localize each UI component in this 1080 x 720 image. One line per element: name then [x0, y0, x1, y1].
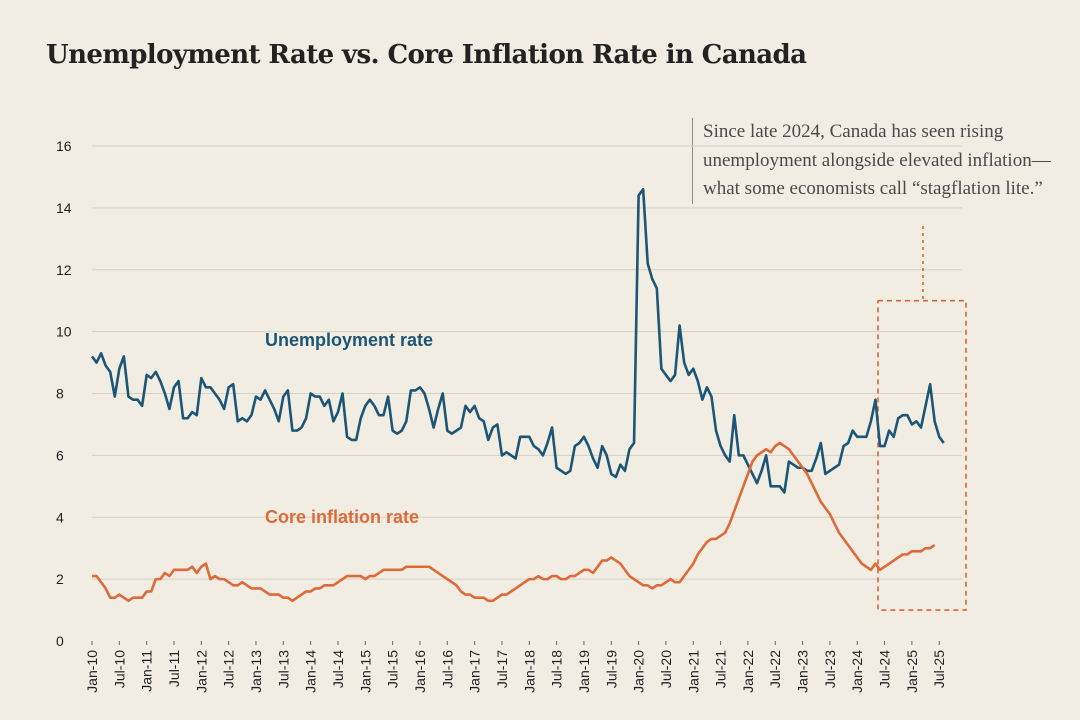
x-tick-label: Jan-18	[521, 650, 537, 693]
x-tick-label: Jul-20	[658, 650, 674, 688]
x-tick-label: Jul-10	[111, 650, 127, 688]
x-tick-label: Jul-14	[330, 650, 346, 688]
y-tick-label: 2	[56, 571, 64, 587]
y-axis-ticks: 0 2 4 6 8 10 12 14 16	[56, 138, 72, 649]
x-tick-label: Jul-22	[767, 650, 783, 688]
x-tick-label: Jan-13	[248, 650, 264, 693]
x-tick-label: Jul-18	[549, 650, 565, 688]
gridlines	[92, 145, 962, 580]
x-tick-label: Jan-24	[849, 650, 865, 693]
x-tick-label: Jul-23	[822, 650, 838, 688]
x-tick-label: Jul-12	[221, 650, 237, 688]
x-tick-label: Jan-20	[631, 650, 647, 693]
x-tick-label: Jan-22	[740, 650, 756, 693]
unemployment-series-label: Unemployment rate	[265, 330, 433, 350]
x-tick-label: Jan-11	[139, 650, 155, 692]
y-tick-label: 4	[56, 509, 64, 525]
x-tick-label: Jan-23	[795, 650, 811, 693]
y-tick-label: 14	[56, 200, 72, 216]
x-axis-ticks: Jan-10 Jul-10 Jan-11 Jul-11 Jan-12 Jul-12 Jan-…	[84, 641, 947, 693]
y-tick-label: 16	[56, 138, 72, 154]
y-tick-label: 12	[56, 262, 72, 278]
x-tick-label: Jan-25	[904, 650, 920, 693]
highlight-box	[877, 299, 967, 611]
x-tick-label: Jul-16	[439, 650, 455, 688]
x-tick-label: Jul-19	[603, 650, 619, 688]
x-tick-label: Jan-16	[412, 650, 428, 693]
x-tick-label: Jan-17	[467, 650, 483, 693]
annotation-note: Since late 2024, Canada has seen rising …	[692, 118, 1063, 204]
x-tick-label: Jan-10	[84, 650, 100, 693]
unemployment-line	[90, 188, 945, 494]
inflation-line	[92, 441, 936, 603]
highlight-region	[877, 226, 967, 611]
x-tick-label: Jan-19	[576, 650, 592, 693]
x-tick-label: Jul-11	[166, 650, 182, 687]
inflation-series-label: Core inflation rate	[265, 507, 419, 527]
y-tick-label: 8	[56, 386, 64, 402]
x-tick-label: Jul-15	[385, 650, 401, 688]
y-tick-label: 10	[56, 324, 72, 340]
series-lines	[90, 188, 945, 603]
x-tick-label: Jan-21	[685, 650, 701, 693]
x-tick-label: Jul-17	[494, 650, 510, 688]
x-tick-label: Jan-12	[193, 650, 209, 693]
y-tick-label: 0	[56, 633, 64, 649]
x-tick-label: Jan-14	[303, 650, 319, 693]
x-tick-label: Jul-21	[713, 650, 729, 688]
chart-title: Unemployment Rate vs. Core Inflation Rat…	[46, 40, 807, 70]
x-tick-label: Jan-15	[357, 650, 373, 693]
x-tick-label: Jul-25	[931, 650, 947, 688]
y-tick-label: 6	[56, 447, 64, 463]
series-labels: Unemployment rate Core inflation rate	[265, 330, 433, 527]
x-tick-label: Jul-13	[275, 650, 291, 688]
x-tick-label: Jul-24	[877, 650, 893, 688]
